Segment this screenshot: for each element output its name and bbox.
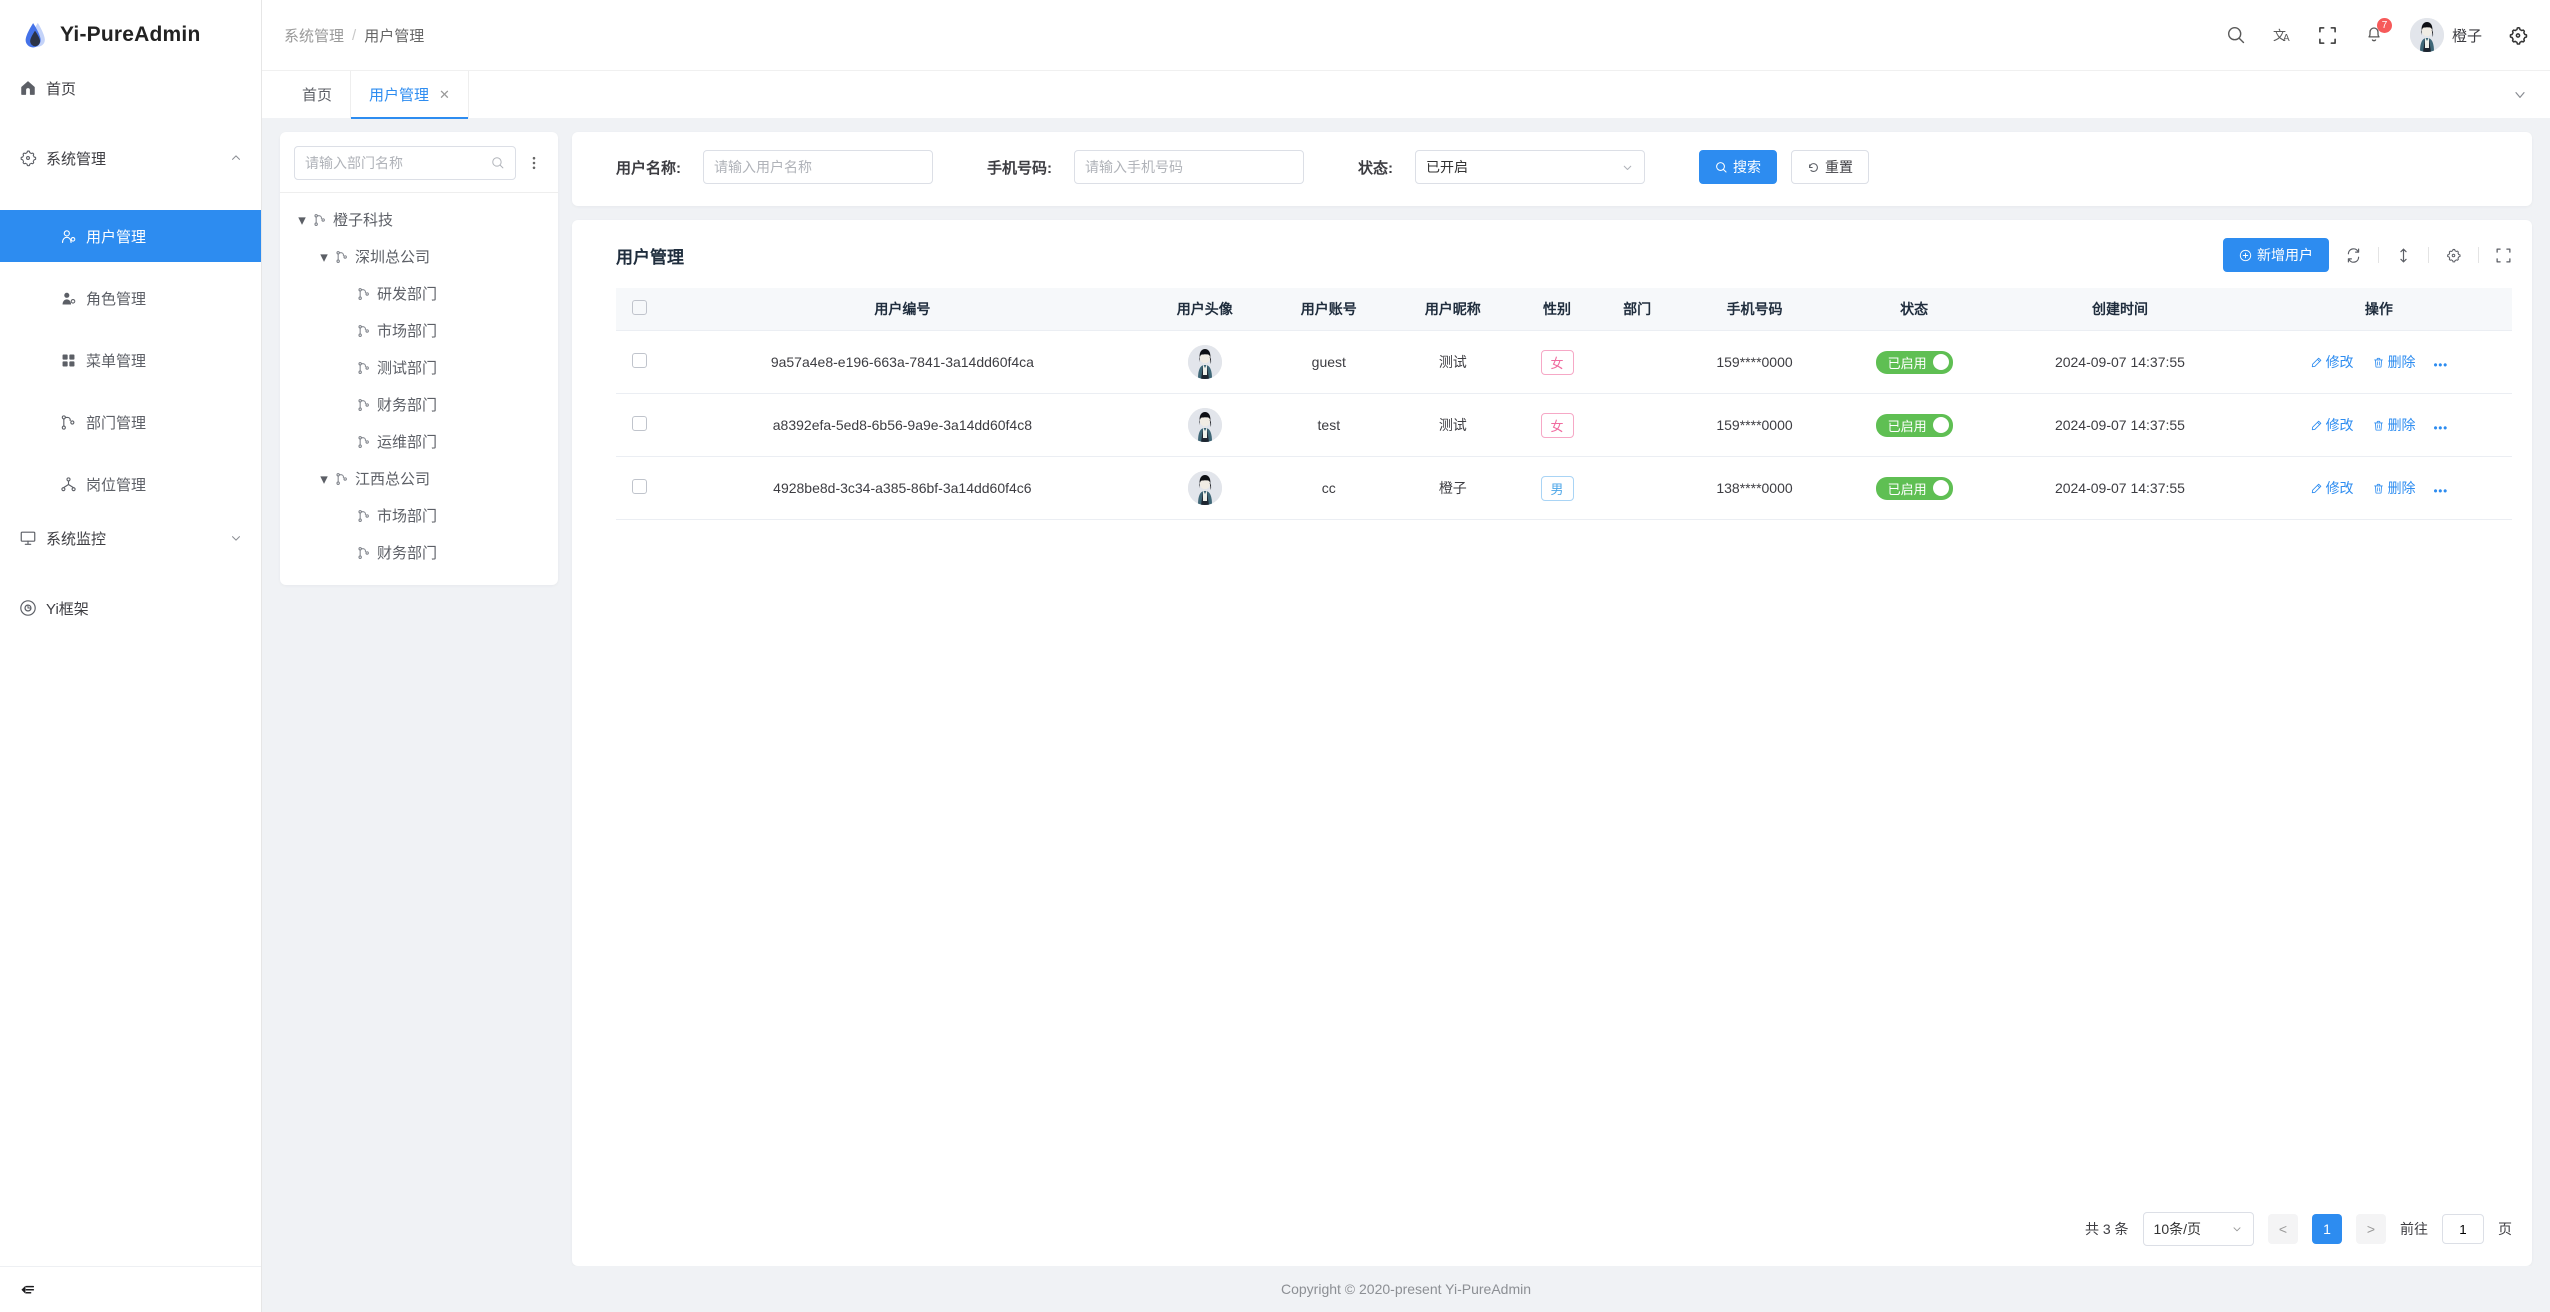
svg-text:A: A xyxy=(2283,33,2290,44)
